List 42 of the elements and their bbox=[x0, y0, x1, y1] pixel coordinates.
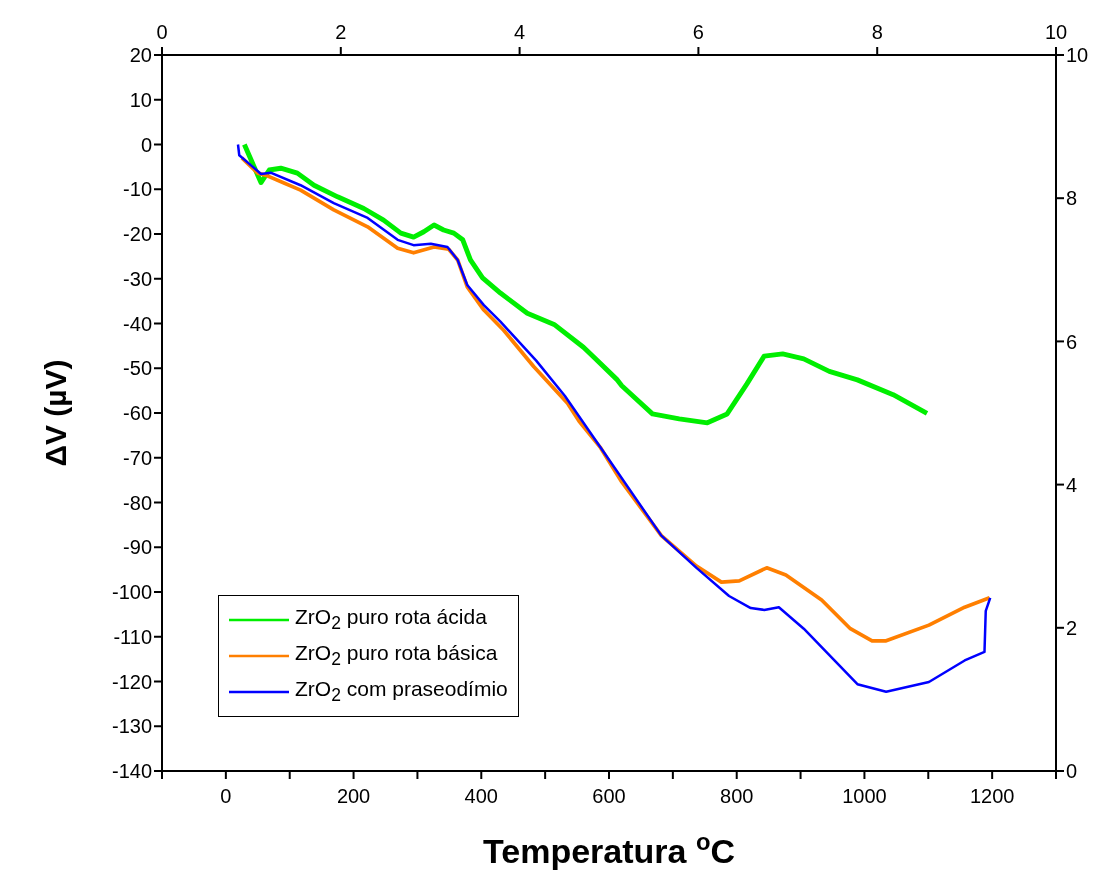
y-tick-label: -20 bbox=[123, 223, 152, 246]
x-tick-label: 800 bbox=[720, 785, 754, 808]
y-tick-label: -130 bbox=[111, 715, 152, 738]
y-tick-label: -70 bbox=[123, 446, 152, 469]
y-tick-label: -10 bbox=[123, 178, 152, 201]
legend-label: ZrO$_{2}$ puro rota ácida bbox=[295, 605, 487, 635]
legend-label: ZrO$_{2}$ com praseodímio bbox=[295, 677, 508, 707]
y-tick-label: -120 bbox=[111, 670, 152, 693]
y2-tick-label: 6 bbox=[1066, 330, 1078, 353]
y-tick-label: -40 bbox=[123, 312, 152, 335]
y-axis-title: ΔV (µV) bbox=[39, 359, 72, 467]
x2-tick-label: 8 bbox=[871, 21, 883, 43]
y2-tick-label: 8 bbox=[1066, 187, 1078, 210]
x-tick-label: 0 bbox=[220, 785, 232, 808]
y-tick-label: -110 bbox=[113, 625, 152, 648]
y2-tick-label: 2 bbox=[1066, 616, 1078, 639]
y-tick-label: -60 bbox=[123, 402, 152, 425]
x-tick-label: 1200 bbox=[969, 785, 1015, 808]
x-tick-label: 400 bbox=[464, 785, 498, 808]
x-tick-label: 200 bbox=[336, 785, 371, 808]
x-tick-label: 1000 bbox=[842, 785, 887, 808]
y-tick-label: 0 bbox=[140, 133, 152, 156]
y-tick-label: -100 bbox=[111, 581, 152, 604]
x2-tick-label: 2 bbox=[335, 21, 347, 43]
y-tick-label: -90 bbox=[123, 536, 152, 559]
x2-tick-label: 0 bbox=[156, 21, 168, 43]
x-axis-title: Temperatura $^{o}$C bbox=[483, 827, 735, 870]
x-tick-label: 600 bbox=[592, 785, 626, 808]
x2-tick-label: 10 bbox=[1044, 21, 1068, 43]
line-series bbox=[241, 142, 930, 426]
y2-tick-label: 10 bbox=[1066, 44, 1089, 67]
y-tick-label: -50 bbox=[123, 357, 152, 380]
y-tick-label: -140 bbox=[111, 760, 152, 783]
y-tick-label: -30 bbox=[123, 267, 152, 290]
y-tick-label: 20 bbox=[129, 44, 152, 67]
y2-tick-label: 4 bbox=[1066, 473, 1078, 496]
y-tick-label: -80 bbox=[123, 491, 152, 514]
y-tick-label: 10 bbox=[129, 88, 152, 111]
x2-tick-label: 6 bbox=[692, 21, 704, 43]
y2-tick-label: 0 bbox=[1066, 760, 1078, 783]
legend-label: ZrO$_{2}$ puro rota básica bbox=[295, 641, 498, 671]
x2-tick-label: 4 bbox=[514, 21, 526, 43]
